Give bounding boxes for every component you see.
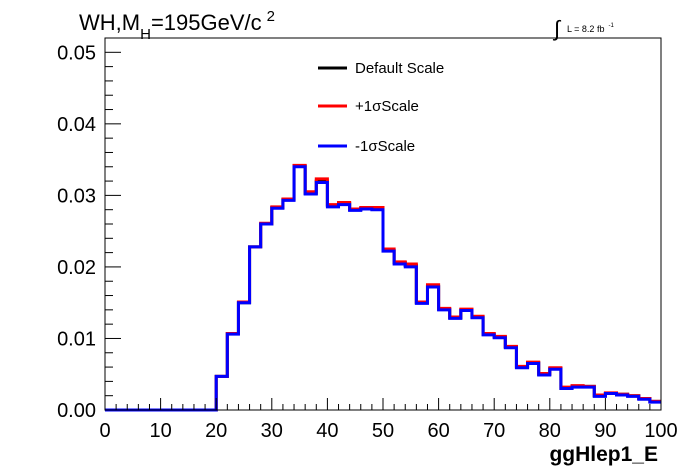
- x-tick-label: 10: [149, 420, 171, 442]
- lumi-value: L = 8.2 fb: [567, 24, 604, 34]
- x-tick-label: 30: [261, 420, 283, 442]
- series-layer: [105, 163, 661, 412]
- x-tick-label: 60: [427, 420, 449, 442]
- series-line-2: [105, 165, 661, 412]
- title-superscript: 2: [267, 8, 275, 25]
- y-axis: 0.00 0.01 0.02 0.03 0.04 0.05: [57, 37, 121, 422]
- y-tick-label: 0.00: [57, 400, 96, 422]
- title-prefix: WH,M: [79, 10, 140, 35]
- x-tick-label: 20: [205, 420, 227, 442]
- lumi-integral-symbol: ∫: [552, 16, 562, 41]
- chart-title: WH,MH=195GeV/c 2: [79, 8, 275, 43]
- y-tick-label: 0.05: [57, 42, 96, 64]
- y-tick-label: 0.04: [57, 114, 96, 136]
- y-tick-label: 0.01: [57, 328, 96, 350]
- legend: Default Scale +1σScale -1σScale: [318, 60, 444, 155]
- legend-label-1: +1σScale: [355, 98, 419, 115]
- x-tick-label: 90: [594, 420, 616, 442]
- title-main: =195GeV/c: [151, 10, 262, 35]
- lumi-superscript: -1: [608, 23, 614, 29]
- y-tick-label: 0.03: [57, 185, 96, 207]
- y-tick-label: 0.02: [57, 257, 96, 279]
- legend-label-2: -1σScale: [355, 138, 415, 155]
- x-tick-label: 40: [316, 420, 338, 442]
- x-axis: 0 10 20 30 40 50 60 70 80 90 100: [99, 398, 678, 442]
- x-tick-label: 100: [644, 420, 677, 442]
- lumi-annotation: ∫ L = 8.2 fb -1: [552, 16, 614, 41]
- x-axis-title: ggHlep1_E: [549, 443, 658, 466]
- x-tick-label: 0: [99, 420, 110, 442]
- lumi-text: L = 8.2 fb -1: [567, 23, 614, 34]
- x-tick-label: 70: [483, 420, 505, 442]
- x-tick-label: 80: [539, 420, 561, 442]
- x-tick-label: 50: [372, 420, 394, 442]
- legend-label-0: Default Scale: [355, 60, 444, 77]
- title-subscript: H: [140, 26, 151, 43]
